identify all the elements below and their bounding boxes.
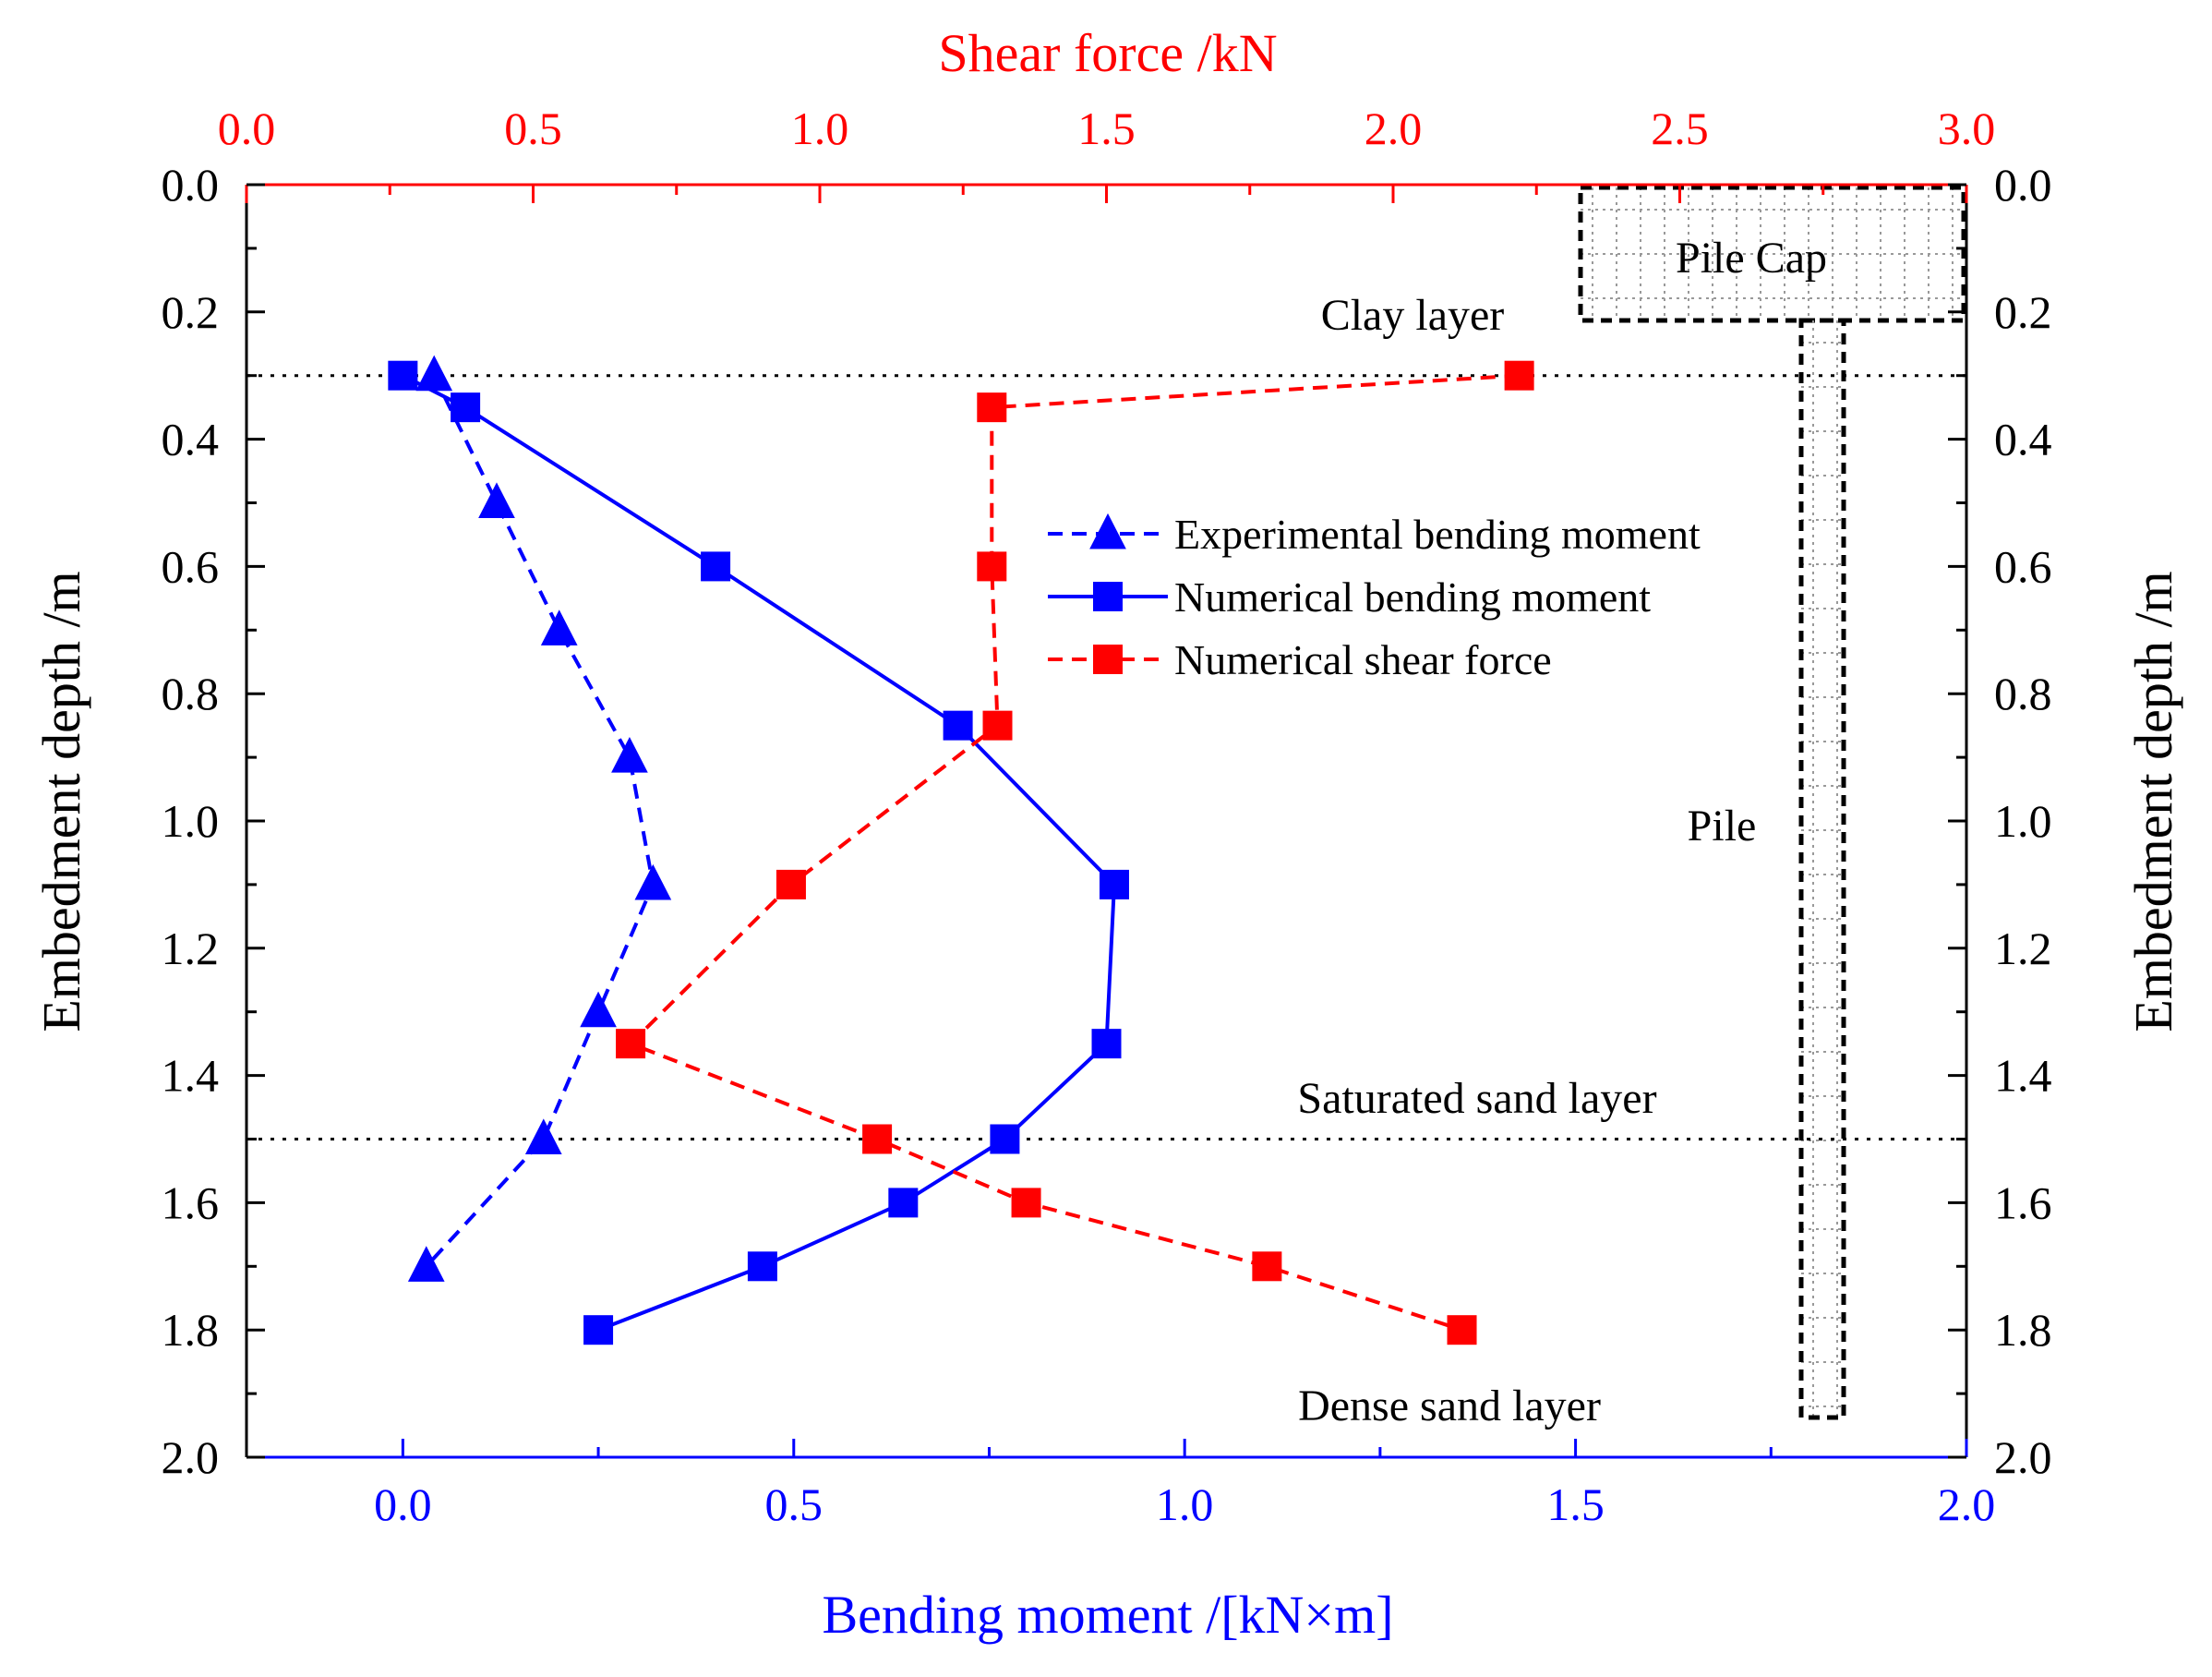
series-3-point — [977, 551, 1007, 582]
right-tick-label: 1.8 — [1994, 1304, 2052, 1356]
plot-area: 0.0 0.5 1.0 1.5 2.00.0 0.5 1.0 1.5 2.0 2.5 3.00.0 0… — [162, 103, 2052, 1530]
series-2-point — [990, 1124, 1020, 1154]
series-2-point — [701, 551, 731, 582]
legend-label: Numerical shear force — [1174, 636, 1552, 683]
series-3-point — [1504, 360, 1534, 391]
series-1-point — [415, 355, 453, 392]
series-3-point — [1011, 1188, 1041, 1218]
left-tick-label: 0.0 — [162, 159, 220, 211]
top-tick-label: 0.0 — [218, 103, 276, 154]
clay-layer-label: Clay layer — [1321, 291, 1505, 340]
series-3-point — [1447, 1315, 1477, 1345]
series-2-point — [943, 710, 973, 741]
top-tick-label: 1.0 — [791, 103, 849, 154]
top-tick-label: 3.0 — [1938, 103, 1996, 154]
series-1-point — [634, 863, 672, 900]
series-2-point — [888, 1188, 919, 1218]
series-1-point — [407, 1246, 445, 1282]
legend-marker — [1093, 645, 1123, 674]
series-3-point — [1252, 1251, 1282, 1282]
series-2-point — [1091, 1029, 1122, 1059]
series-1-point — [524, 1118, 562, 1155]
right-tick-label: 1.0 — [1994, 795, 2052, 847]
dense-sand-layer-label: Dense sand layer — [1298, 1381, 1601, 1430]
bottom-tick-label: 1.5 — [1546, 1478, 1605, 1530]
legend: Experimental bending moment Numerical ben… — [1048, 511, 1701, 683]
left-tick-label: 1.8 — [162, 1304, 220, 1356]
left-tick-label: 1.2 — [162, 923, 220, 974]
right-tick-label: 0.6 — [1994, 540, 2052, 592]
top-tick-label: 1.5 — [1077, 103, 1136, 154]
right-tick-label: 2.0 — [1994, 1431, 2052, 1483]
left-tick-label: 0.8 — [162, 668, 220, 719]
series-1-point — [478, 482, 515, 519]
bottom-axis-title: Bending moment /[kN×m] — [822, 1585, 1393, 1645]
left-tick-label: 1.4 — [162, 1050, 220, 1102]
series-2-point — [747, 1251, 777, 1282]
series-2-point — [1099, 869, 1129, 899]
right-tick-label: 0.0 — [1994, 159, 2052, 211]
left-tick-label: 1.6 — [162, 1176, 220, 1228]
pile-shaft — [1798, 318, 1846, 1420]
series-1-point — [580, 991, 617, 1028]
series-3-line — [627, 373, 1520, 1333]
series-2-point — [583, 1315, 614, 1345]
series-1-line — [425, 374, 655, 1268]
series-2-point — [388, 360, 418, 391]
bottom-tick-label: 1.0 — [1156, 1478, 1214, 1530]
legend-marker — [1093, 582, 1123, 611]
left-axis-title: Embedment depth /m — [31, 571, 91, 1032]
saturated-sand-layer-label: Saturated sand layer — [1297, 1074, 1656, 1123]
right-tick-label: 1.4 — [1994, 1050, 2052, 1102]
series-3-point — [616, 1029, 646, 1059]
top-tick-label: 2.5 — [1651, 103, 1709, 154]
bottom-tick-label: 0.0 — [374, 1478, 432, 1530]
top-axis-title: Shear force /kN — [938, 23, 1277, 83]
series-3-point — [862, 1124, 893, 1154]
bottom-tick-label: 0.5 — [765, 1478, 823, 1530]
right-tick-label: 0.2 — [1994, 286, 2052, 338]
top-tick-label: 2.0 — [1364, 103, 1423, 154]
bottom-tick-label: 2.0 — [1938, 1478, 1996, 1530]
series-1-point — [611, 737, 648, 773]
left-tick-label: 0.4 — [162, 414, 220, 465]
left-tick-label: 0.2 — [162, 286, 220, 338]
series-3-point — [775, 869, 806, 899]
right-tick-label: 0.8 — [1994, 668, 2052, 719]
right-tick-label: 1.6 — [1994, 1176, 2052, 1228]
pile-cap-box — [1578, 185, 1966, 323]
right-tick-label: 0.4 — [1994, 414, 2052, 465]
series-2-point — [451, 392, 481, 423]
series-2-line — [402, 373, 1117, 1333]
pile-cap-label: Pile Cap — [1676, 234, 1827, 283]
series-1-point — [540, 609, 578, 645]
legend-label: Numerical bending moment — [1174, 573, 1651, 621]
top-tick-label: 0.5 — [504, 103, 562, 154]
legend-marker — [1089, 513, 1126, 549]
series-3-point — [977, 392, 1007, 423]
left-tick-label: 0.6 — [162, 540, 220, 592]
series-3-point — [982, 710, 1013, 741]
right-axis-title: Embedment depth /m — [2123, 571, 2183, 1032]
left-tick-label: 2.0 — [162, 1431, 220, 1483]
right-tick-label: 1.2 — [1994, 923, 2052, 974]
pile-label: Pile — [1688, 802, 1757, 851]
left-tick-label: 1.0 — [162, 795, 220, 847]
legend-label: Experimental bending moment — [1174, 511, 1701, 558]
